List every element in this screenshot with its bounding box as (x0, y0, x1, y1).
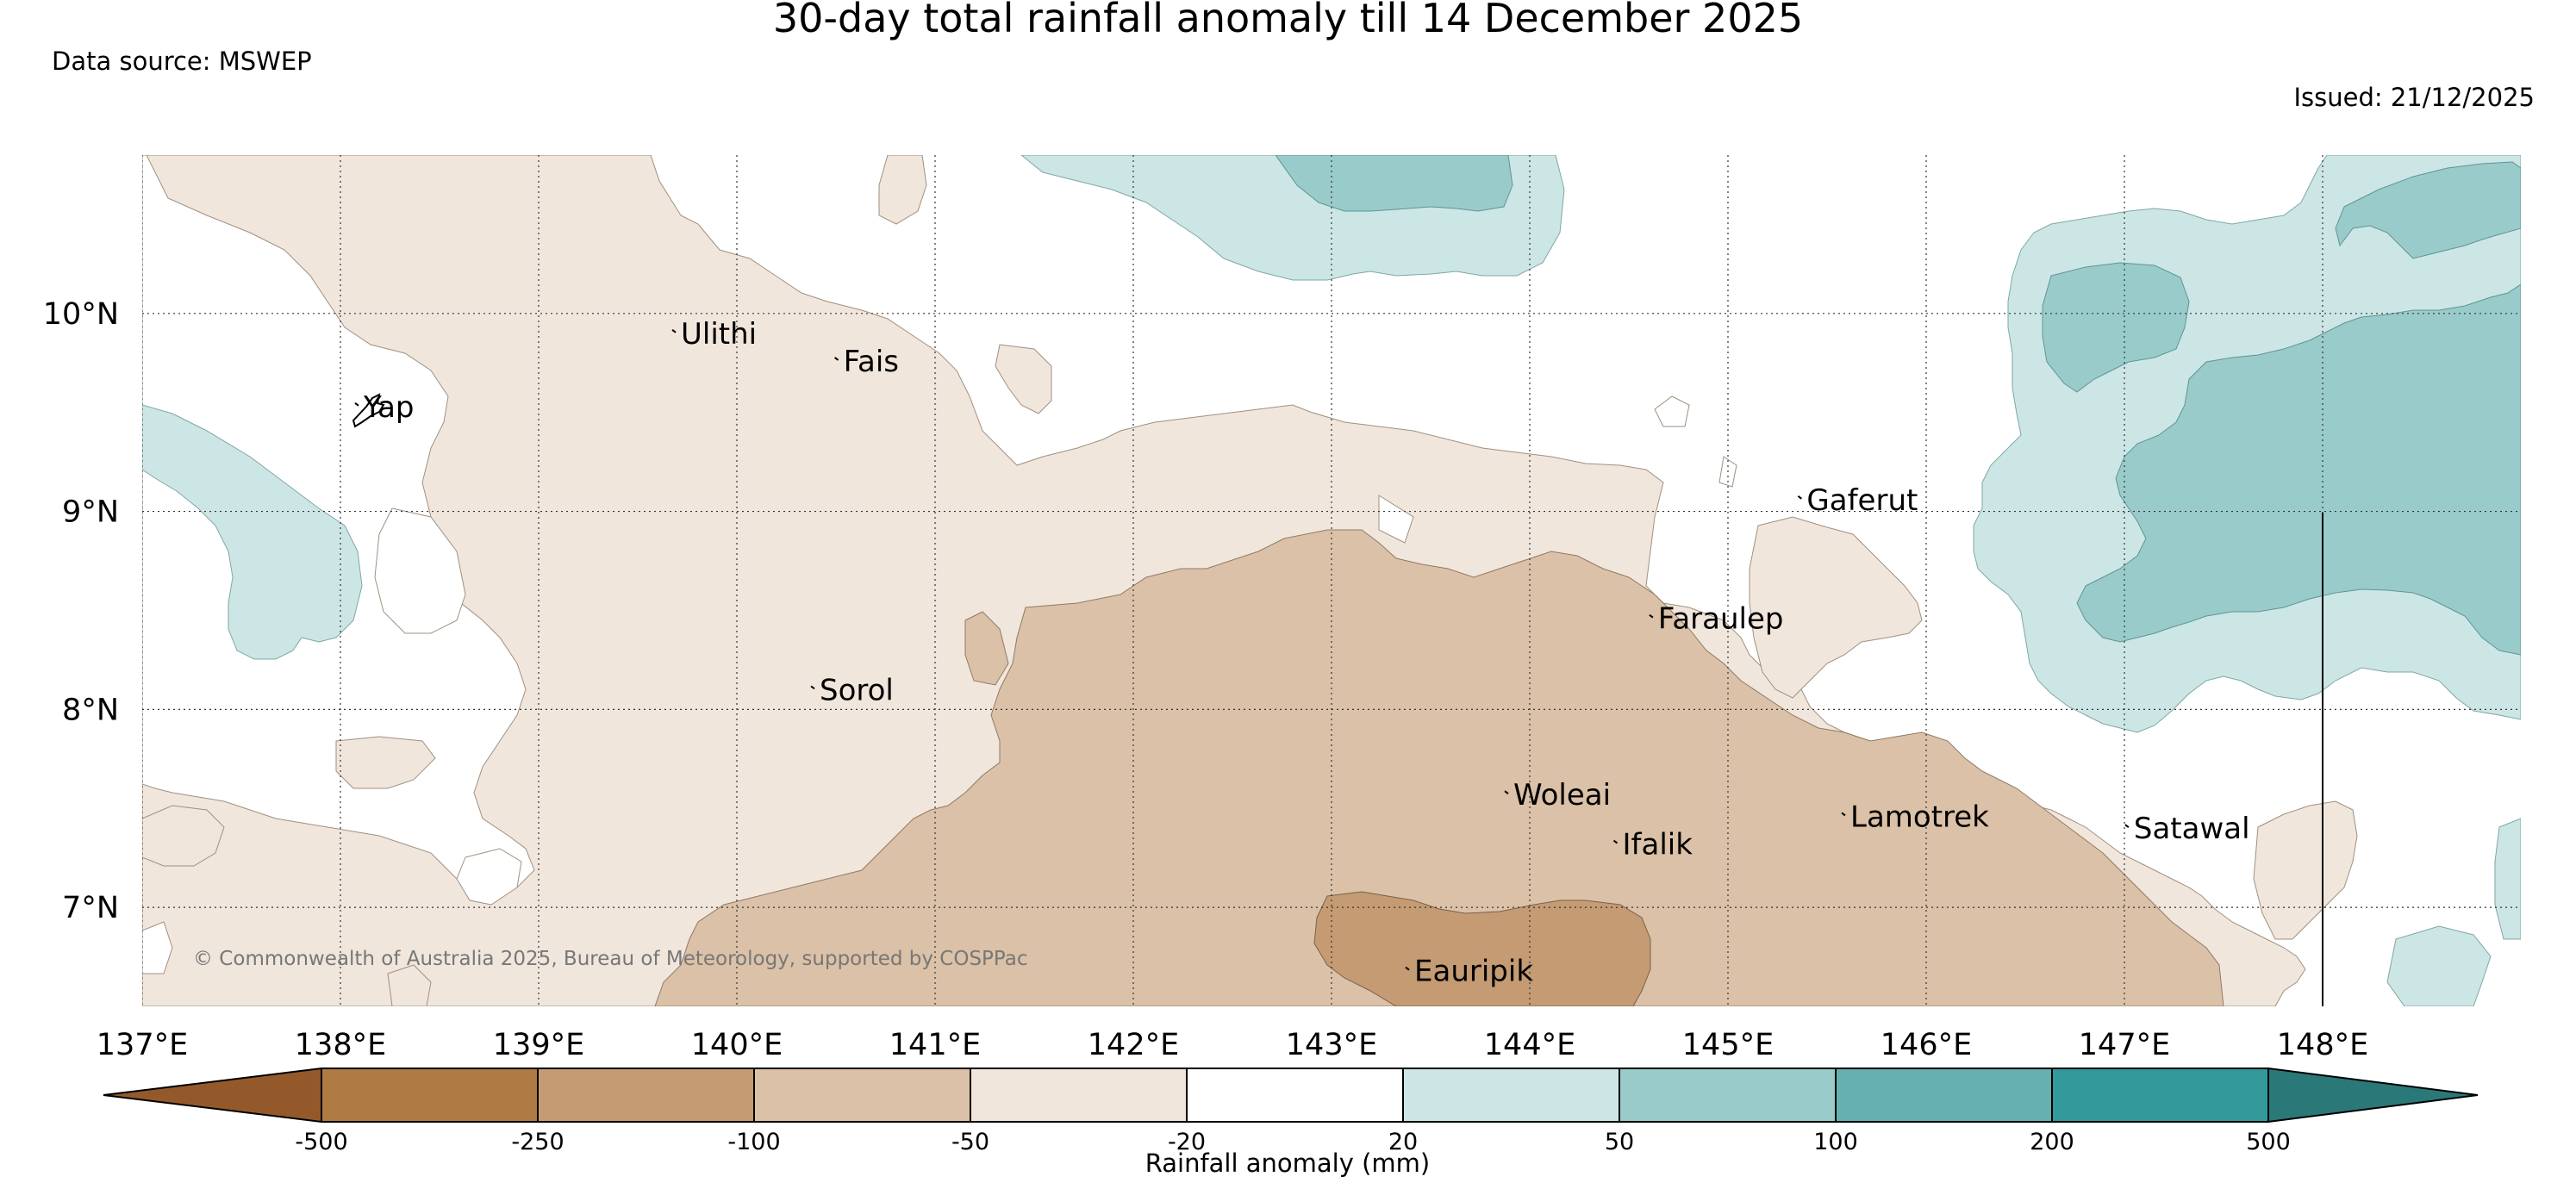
place-label-lamotrek: Lamotrek (1850, 800, 1989, 834)
colorbar-segment (2051, 1068, 2269, 1123)
map-gridlines (142, 155, 2521, 1006)
latitude-labels: 10°N 9°N 8°N 7°N (43, 297, 119, 925)
place-label-satawal: Satawal (2134, 812, 2250, 846)
colorbar-extend-high (2267, 1067, 2479, 1124)
longitude-tick-label: 139°E (493, 1028, 584, 1062)
colorbar-tick-label: -100 (727, 1129, 780, 1155)
page-title: 30-day total rainfall anomaly till 14 De… (772, 0, 1804, 41)
atoll-marker (1797, 495, 1802, 500)
colorbar-tick-label: 20 (1388, 1129, 1418, 1155)
colorbar-tick-label: -20 (1168, 1129, 1206, 1155)
atoll-marker (671, 328, 677, 333)
place-label-ifalik: Ifalik (1623, 828, 1693, 862)
atoll-marker (1612, 839, 1619, 844)
place-label-woleai: Woleai (1513, 778, 1611, 812)
atoll-marker (810, 685, 815, 690)
longitude-tick-label: 138°E (295, 1028, 386, 1062)
place-label-faraulep: Faraulep (1658, 602, 1784, 637)
longitude-tick-label: 145°E (1682, 1028, 1774, 1062)
longitude-tick-label: 146°E (1881, 1028, 1972, 1062)
longitude-tick-label: 147°E (2079, 1028, 2170, 1062)
anomaly-region-dark-brown (1313, 891, 1651, 1006)
place-label-yap: Yap (363, 390, 415, 425)
atoll-marker (2124, 824, 2130, 829)
latitude-tick-label: 10°N (43, 297, 119, 332)
place-labels: Yap Ulithi Fais Sorol Gaferut Faraulep Woleai I… (354, 317, 2250, 989)
copyright-notice: © Commonwealth of Australia 2025, Bureau… (193, 948, 1028, 970)
colorbar-extend-low (103, 1067, 322, 1124)
anomaly-region-medium-teal (1275, 155, 2521, 656)
yap-island-outline (352, 393, 385, 428)
place-label-fais: Fais (844, 345, 899, 379)
colorbar-tick-label: -500 (295, 1129, 347, 1155)
place-label-sorol: Sorol (820, 673, 894, 707)
issued-date: Issued: 21/12/2025 (2293, 83, 2535, 112)
colorbar-tick-label: 500 (2246, 1129, 2291, 1155)
longitude-tick-label: 144°E (1484, 1028, 1575, 1062)
colorbar-tick-label: -250 (511, 1129, 564, 1155)
atoll-marker (1504, 790, 1509, 794)
colorbar-segment (1619, 1068, 1837, 1123)
colorbar-segment (753, 1068, 971, 1123)
colorbar-segment (1402, 1068, 1620, 1123)
atoll-marker (833, 357, 839, 361)
anomaly-region-light-brown-islands (142, 155, 1052, 1006)
anomaly-region-medium-brown (654, 529, 2224, 1006)
colorbar-tick-label: 100 (1813, 1129, 1858, 1155)
longitude-tick-label: 140°E (691, 1028, 783, 1062)
longitude-tick-label: 148°E (2277, 1028, 2368, 1062)
colorbar-segment (1186, 1068, 1404, 1123)
latitude-tick-label: 8°N (62, 693, 119, 727)
colorbar-tick-label: -50 (951, 1129, 989, 1155)
longitude-tick-label: 142°E (1088, 1028, 1179, 1062)
longitude-tick-label: 141°E (889, 1028, 981, 1062)
longitude-labels: 137°E 138°E 139°E 140°E 141°E 142°E 143°E 144°E… (97, 1028, 2368, 1062)
longitude-tick-label: 143°E (1286, 1028, 1377, 1062)
longitude-tick-label: 137°E (97, 1028, 188, 1062)
place-label-ulithi: Ulithi (681, 317, 757, 352)
map-plot-area (142, 155, 2521, 1006)
colorbar-segment (537, 1068, 755, 1123)
colorbar-tick-label: 200 (2030, 1129, 2074, 1155)
colorbar: -500 -250 -100 -50 -20 20 50 100 200 500 (103, 1067, 2479, 1155)
place-label-eauripik: Eauripik (1414, 955, 1533, 989)
atoll-marker (1649, 613, 1654, 619)
colorbar-title: Rainfall anomaly (mm) (1145, 1149, 1431, 1178)
atoll-marker (354, 402, 359, 407)
atoll-marker (1405, 966, 1410, 971)
atoll-marker (1841, 812, 1846, 817)
colorbar-segment (321, 1068, 539, 1123)
colorbar-segment (1835, 1068, 2053, 1123)
place-label-gaferut: Gaferut (1806, 483, 1918, 518)
colorbar-tick-label: 50 (1605, 1129, 1634, 1155)
latitude-tick-label: 7°N (62, 891, 119, 925)
colorbar-segment (970, 1068, 1188, 1123)
data-source-label: Data source: MSWEP (52, 47, 312, 76)
latitude-tick-label: 9°N (62, 495, 119, 530)
